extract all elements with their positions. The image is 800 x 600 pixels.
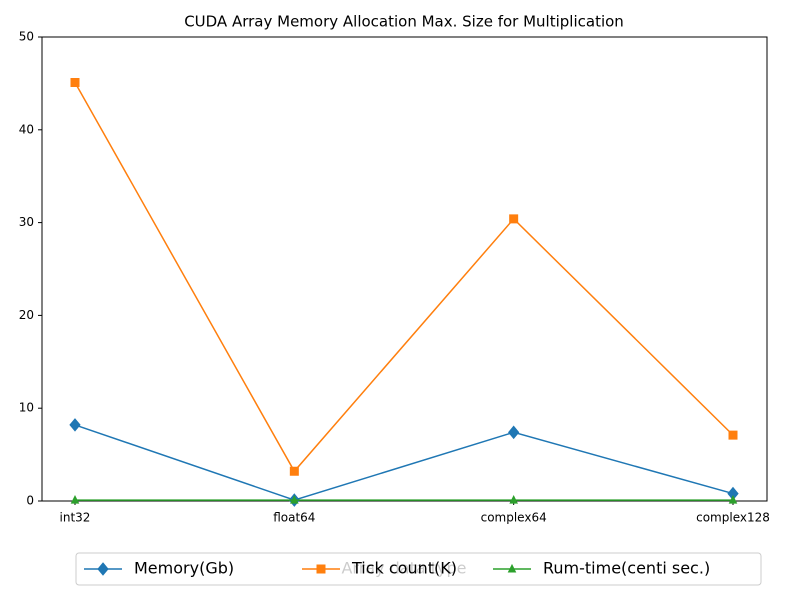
x-tick-label: complex128 <box>696 511 770 525</box>
data-point <box>70 77 80 87</box>
y-tick-label: 40 <box>19 122 34 136</box>
data-point <box>728 494 738 504</box>
legend-box <box>75 552 762 586</box>
chart-title: CUDA Array Memory Allocation Max. Size f… <box>184 13 624 31</box>
y-tick-label: 0 <box>26 494 34 508</box>
x-tick-label: int32 <box>60 511 91 525</box>
data-point <box>289 466 299 476</box>
legend-marker <box>507 563 517 573</box>
y-tick-label: 50 <box>19 30 34 44</box>
data-point <box>290 494 299 504</box>
y-tick-label: 20 <box>19 308 34 322</box>
data-point <box>728 430 738 440</box>
y-tick-label: 10 <box>19 401 34 415</box>
data-point <box>509 214 519 224</box>
data-point <box>69 418 81 432</box>
x-tick-label: float64 <box>273 511 315 525</box>
series-line <box>74 82 734 473</box>
legend-marker <box>316 564 326 574</box>
data-point <box>509 494 518 504</box>
x-tick-label: complex64 <box>481 511 547 525</box>
y-tick-label: 30 <box>19 215 34 229</box>
legend-label: Rum-time(centi sec.) <box>543 559 710 578</box>
data-point <box>508 425 520 440</box>
plot-frame <box>41 36 768 502</box>
legend-label: Memory(Gb) <box>134 559 234 578</box>
legend-marker <box>97 562 109 576</box>
data-point <box>70 494 80 504</box>
series-line <box>74 424 734 501</box>
legend-label: Tick count(K) <box>351 559 457 578</box>
